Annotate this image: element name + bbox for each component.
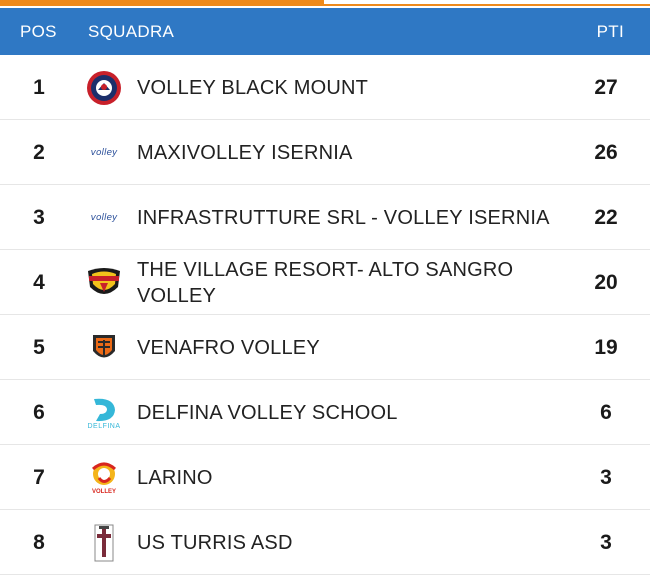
row-team-name: LARINO xyxy=(137,466,213,489)
standings-header: POS SQUADRA PTI xyxy=(0,8,650,55)
header-team: SQUADRA xyxy=(88,22,175,41)
row-team-name: US TURRIS ASD xyxy=(137,531,293,554)
row-position: 4 xyxy=(33,271,45,294)
logo-text: DELFINA xyxy=(87,422,121,430)
venafro-logo-icon xyxy=(84,330,124,366)
row-team-name: DELFINA VOLLEY SCHOOL xyxy=(137,401,398,424)
header-points: PTI xyxy=(596,22,624,41)
logo-text: VOLLEY xyxy=(91,489,116,495)
row-points: 3 xyxy=(600,466,612,489)
volley-isernia-logo-icon: volley xyxy=(84,135,124,171)
row-position: 8 xyxy=(33,531,45,554)
row-points: 27 xyxy=(594,76,618,99)
row-position: 1 xyxy=(33,76,45,99)
larino-logo-icon: VOLLEY xyxy=(84,460,124,496)
black-mount-logo-icon xyxy=(84,70,124,106)
table-row[interactable]: 3 volley INFRASTRUTTURE SRL - VOLLEY ISE… xyxy=(0,185,650,250)
table-row[interactable]: 5 VENAFRO VOLLEY 19 xyxy=(0,315,650,380)
top-accent-bar xyxy=(0,0,650,8)
row-points: 3 xyxy=(600,531,612,554)
row-points: 22 xyxy=(594,206,618,229)
alto-sangro-logo-icon xyxy=(84,265,124,301)
row-team-name: VENAFRO VOLLEY xyxy=(137,336,320,359)
row-points: 19 xyxy=(594,336,618,359)
tab-underline xyxy=(324,4,650,6)
table-row[interactable]: 6 DELFINA DELFINA VOLLEY SCHOOL 6 xyxy=(0,380,650,445)
row-team-name: VOLLEY BLACK MOUNT xyxy=(137,76,369,99)
row-points: 20 xyxy=(594,271,618,294)
logo-text: volley xyxy=(90,148,118,158)
turris-logo-icon xyxy=(84,524,124,562)
volley-isernia-logo-icon: volley xyxy=(84,200,124,236)
table-row[interactable]: 2 volley MAXIVOLLEY ISERNIA 26 xyxy=(0,120,650,185)
row-team-name: THE VILLAGE RESORT- ALTO SANGRO VOLLEY xyxy=(137,258,514,307)
row-points: 26 xyxy=(594,141,618,164)
table-row[interactable]: 4 THE VILLAGE RESORT- ALTO SANGRO VOLLEY… xyxy=(0,250,650,315)
table-row[interactable]: 1 VOLLEY BLACK MOUNT 27 xyxy=(0,55,650,120)
table-row[interactable]: 8 US TURRIS ASD 3 xyxy=(0,510,650,575)
row-position: 7 xyxy=(33,466,45,489)
delfina-logo-icon: DELFINA xyxy=(84,395,124,431)
row-points: 6 xyxy=(600,401,612,424)
row-team-name: MAXIVOLLEY ISERNIA xyxy=(137,141,353,164)
header-pos: POS xyxy=(20,22,57,41)
standings-table: 1 VOLLEY BLACK MOUNT 27 2 volley MAXIVOL… xyxy=(0,55,650,575)
row-team-name: INFRASTRUTTURE SRL - VOLLEY ISERNIA xyxy=(137,206,550,229)
row-position: 5 xyxy=(33,336,45,359)
row-position: 6 xyxy=(33,401,45,424)
row-position: 3 xyxy=(33,206,45,229)
active-tab-indicator xyxy=(0,0,324,6)
table-row[interactable]: 7 VOLLEY LARINO 3 xyxy=(0,445,650,510)
logo-text: volley xyxy=(90,213,118,223)
row-position: 2 xyxy=(33,141,45,164)
